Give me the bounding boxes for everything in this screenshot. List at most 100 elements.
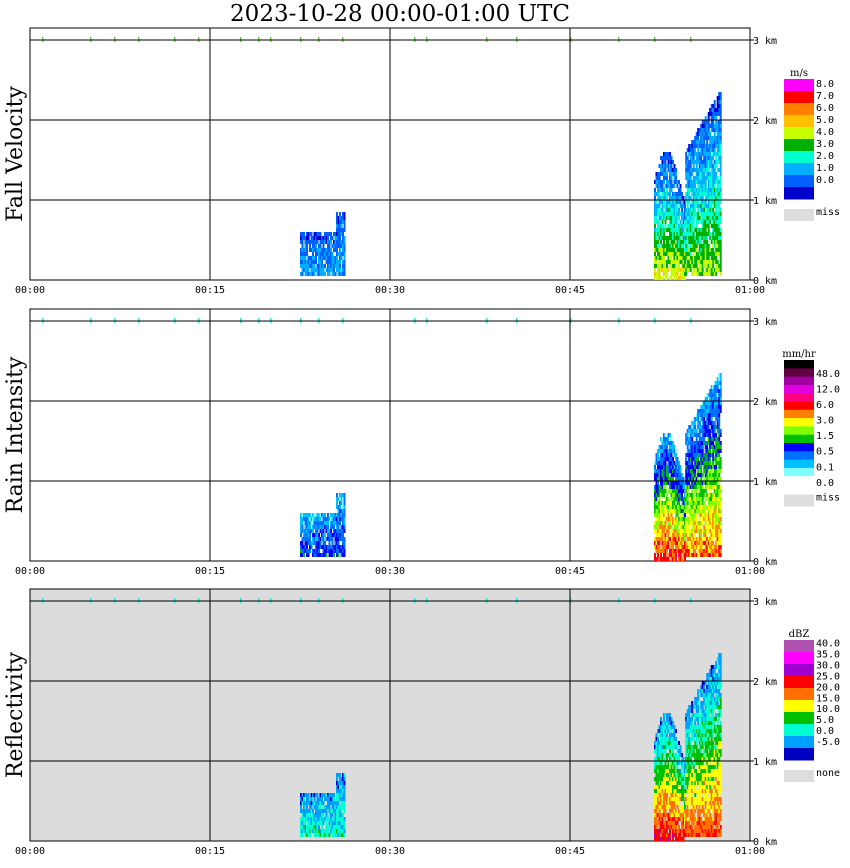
echo-cell <box>675 473 677 477</box>
echo-cell <box>701 413 704 417</box>
echo-cell <box>334 529 337 533</box>
echo-cell <box>698 753 701 757</box>
echo-cell <box>678 248 680 252</box>
echo-cell <box>707 497 710 501</box>
echo-cell <box>698 797 701 801</box>
echo-cell <box>709 793 712 797</box>
echo-cell <box>339 509 341 513</box>
echo-cell <box>336 513 338 517</box>
echo-cell <box>658 164 661 168</box>
echo-cell <box>654 521 656 525</box>
echo-cell <box>657 493 659 497</box>
echo-cell <box>313 829 316 833</box>
echo-cell <box>707 485 710 489</box>
echo-cell <box>682 817 685 821</box>
echo-cell <box>715 264 718 268</box>
echo-cell <box>673 192 676 196</box>
echo-cell <box>701 725 704 729</box>
echo-cell <box>719 236 722 240</box>
echo-cell <box>340 517 343 521</box>
echo-cell <box>678 216 680 220</box>
echo-cell <box>685 156 688 160</box>
echo-cell <box>718 485 721 489</box>
echo-cell <box>709 529 712 533</box>
echo-cell <box>709 216 712 220</box>
echo-cell <box>703 425 706 429</box>
echo-cell <box>718 421 721 425</box>
echo-cell <box>310 256 313 260</box>
echo-cell <box>688 192 691 196</box>
echo-cell <box>697 529 700 533</box>
echo-cell <box>706 813 709 817</box>
echo-cell <box>698 445 701 449</box>
echo-cell <box>709 461 712 465</box>
echo-cell <box>701 509 704 513</box>
echo-cell <box>660 741 662 745</box>
echo-cell <box>661 441 664 445</box>
echo-cell <box>694 537 697 541</box>
echo-cell <box>667 461 670 465</box>
echo-cell <box>698 256 701 260</box>
echo-cell <box>315 244 317 248</box>
echo-cell <box>691 148 694 152</box>
echo-cell <box>315 252 317 256</box>
echo-cell <box>654 228 656 232</box>
echo-cell <box>692 164 695 168</box>
echo-cell <box>695 801 698 805</box>
echo-cell <box>715 513 718 517</box>
echo-cell <box>713 553 716 557</box>
echo-cell <box>343 501 346 505</box>
echo-cell <box>706 685 709 689</box>
echo-cell <box>686 433 689 437</box>
echo-cell <box>319 833 322 837</box>
echo-cell <box>715 228 718 232</box>
echo-cell <box>700 537 703 541</box>
echo-cell <box>689 753 692 757</box>
echo-cell <box>312 829 314 833</box>
echo-cell <box>719 116 722 120</box>
echo-cell <box>676 465 679 469</box>
echo-cell <box>712 525 715 529</box>
echo-cell <box>716 501 719 505</box>
echo-cell <box>697 433 700 437</box>
echo-cell <box>664 268 667 272</box>
echo-cell <box>336 236 338 240</box>
echo-cell <box>307 537 310 541</box>
echo-cell <box>307 513 310 517</box>
echo-cell <box>310 825 313 829</box>
echo-cell <box>712 409 715 413</box>
echo-cell <box>664 813 667 817</box>
echo-cell <box>679 184 682 188</box>
echo-cell <box>655 741 658 745</box>
echo-cell <box>670 156 673 160</box>
echo-cell <box>309 817 311 821</box>
echo-cell <box>303 821 305 825</box>
echo-cell <box>325 248 328 252</box>
echo-cell <box>312 801 314 805</box>
echo-cell <box>663 537 665 541</box>
echo-cell <box>691 425 694 429</box>
echo-cell <box>691 140 694 144</box>
echo-cell <box>664 184 667 188</box>
echo-cell <box>709 232 712 236</box>
echo-cell <box>654 485 656 489</box>
echo-cell <box>666 437 668 441</box>
echo-cell <box>716 701 719 705</box>
echo-cell <box>328 537 331 541</box>
echo-cell <box>707 244 710 248</box>
echo-cell <box>673 761 676 765</box>
echo-cell <box>681 240 683 244</box>
echo-cell <box>303 801 305 805</box>
echo-cell <box>658 445 661 449</box>
echo-cell <box>701 505 704 509</box>
echo-cell <box>672 160 674 164</box>
echo-cell <box>685 248 688 252</box>
echo-cell <box>713 761 716 765</box>
echo-cell <box>692 817 695 821</box>
echo-cell <box>703 737 706 741</box>
echo-cell <box>694 797 697 801</box>
echo-cell <box>310 248 313 252</box>
echo-cell <box>333 240 335 244</box>
echo-cell <box>709 156 712 160</box>
echo-cell <box>657 232 659 236</box>
